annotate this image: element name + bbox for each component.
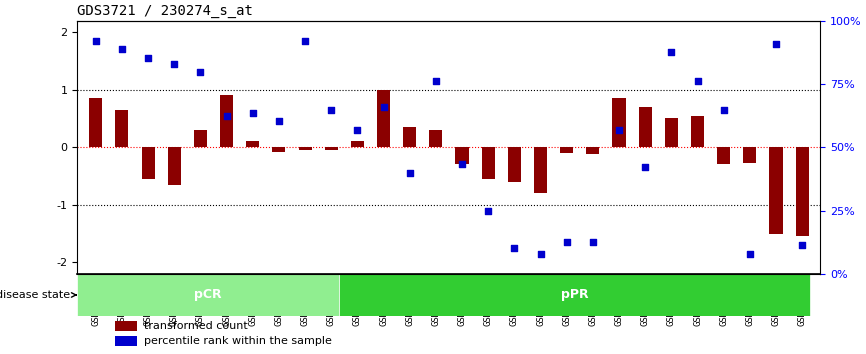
Point [664, 50, 678, 55]
Bar [141, 147, 155, 179]
Bar [114, 336, 137, 347]
Bar [507, 147, 521, 182]
Text: disease state: disease state [0, 290, 76, 300]
Bar [220, 96, 233, 147]
Bar [272, 147, 286, 152]
Text: pCR: pCR [195, 289, 222, 302]
Point [559, 239, 573, 245]
Point [403, 170, 417, 176]
Point [429, 78, 443, 84]
Text: transformed count: transformed count [145, 321, 248, 331]
Point [377, 104, 391, 110]
Bar [168, 147, 181, 185]
Point [456, 162, 469, 167]
Bar [325, 147, 338, 150]
Bar [430, 130, 443, 147]
Bar [114, 321, 137, 331]
Point [272, 119, 286, 124]
Bar [586, 147, 599, 154]
Text: GDS3721 / 230274_s_at: GDS3721 / 230274_s_at [77, 4, 253, 18]
Bar [246, 142, 259, 147]
Point [193, 69, 207, 75]
Bar [534, 147, 547, 193]
Bar [404, 127, 417, 147]
FancyBboxPatch shape [77, 274, 339, 316]
Bar [796, 147, 809, 236]
Point [638, 165, 652, 170]
Point [717, 107, 731, 113]
Point [612, 127, 626, 133]
Point [769, 41, 783, 46]
Point [324, 107, 338, 113]
Point [586, 239, 600, 245]
Bar [456, 147, 469, 165]
Bar [691, 115, 704, 147]
Bar [717, 147, 730, 165]
Point [167, 61, 181, 67]
Point [115, 46, 129, 52]
Bar [299, 147, 312, 150]
Point [246, 110, 260, 115]
FancyBboxPatch shape [339, 274, 810, 316]
Point [690, 78, 704, 84]
Bar [638, 107, 652, 147]
Point [743, 251, 757, 257]
Bar [612, 98, 625, 147]
Point [507, 245, 521, 251]
Point [481, 208, 495, 213]
Bar [770, 147, 783, 234]
Bar [89, 98, 102, 147]
Point [141, 55, 155, 61]
Point [220, 113, 234, 118]
Point [795, 242, 809, 248]
Bar [743, 147, 756, 163]
Bar [560, 147, 573, 153]
Bar [115, 110, 128, 147]
Bar [377, 90, 390, 147]
Text: percentile rank within the sample: percentile rank within the sample [145, 336, 333, 347]
Point [298, 38, 312, 44]
Bar [481, 147, 494, 179]
Text: pPR: pPR [560, 289, 588, 302]
Bar [351, 142, 364, 147]
Bar [194, 130, 207, 147]
Point [89, 38, 103, 44]
Bar [665, 119, 678, 147]
Point [351, 127, 365, 133]
Point [533, 251, 547, 257]
